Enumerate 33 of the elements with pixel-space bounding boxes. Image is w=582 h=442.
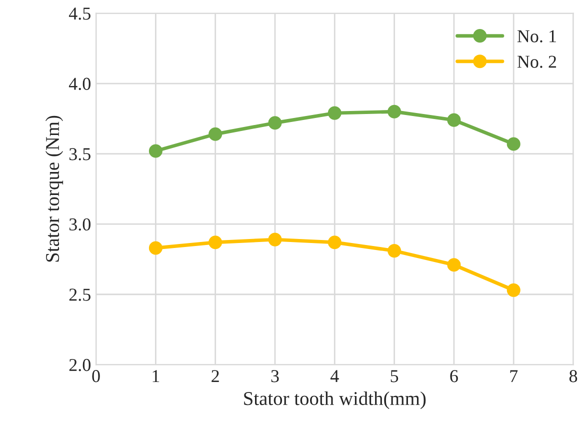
point (328, 106, 342, 120)
x-tick-label: 6 (450, 370, 458, 382)
point (208, 127, 222, 141)
y-tick-label: 3.0 (69, 218, 90, 231)
x-tick-label: 8 (569, 370, 578, 382)
x-tick-label: 7 (510, 370, 518, 382)
y-tick-label: 3.5 (69, 148, 90, 160)
y-tick-label: 4.5 (68, 8, 90, 20)
y-tick-label: 2.5 (69, 288, 90, 301)
y-axis-title: Stator torque (Nm) (45, 116, 64, 262)
point (506, 137, 520, 151)
x-axis-title: Stator tooth width(mm) (244, 391, 426, 410)
point (268, 116, 282, 130)
legend-label: No. 1 (517, 30, 556, 42)
x-tick-label: 2 (212, 370, 219, 382)
point (388, 104, 402, 118)
x-tick-label: 5 (390, 370, 398, 382)
x-tick-label: 0 (92, 370, 100, 382)
legend-label: No. 2 (517, 56, 556, 68)
point (506, 283, 520, 297)
point (388, 244, 402, 258)
y-tick-label: 2.0 (69, 358, 90, 372)
point (208, 236, 222, 250)
point (148, 144, 162, 158)
point (148, 241, 162, 255)
point (268, 232, 282, 246)
point (328, 236, 342, 250)
x-tick-label: 4 (330, 370, 339, 382)
x-tick-label: 3 (271, 370, 279, 382)
point (447, 258, 461, 272)
y-tick-label: 4.0 (68, 78, 90, 90)
point (447, 113, 461, 127)
x-tick-label: 1 (152, 370, 160, 382)
